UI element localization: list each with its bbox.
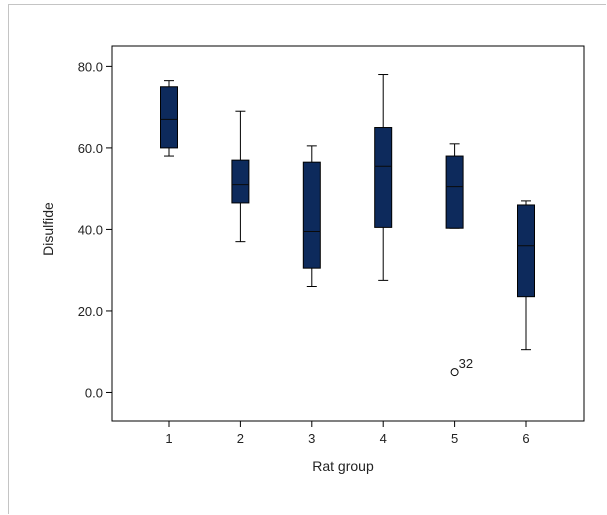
y-tick-label: 40.0 [78, 222, 103, 237]
box-group-1 [160, 80, 178, 157]
y-tick-label: 60.0 [78, 141, 103, 156]
y-axis: 0.0 20.0 40.0 60.0 80.0 [78, 59, 112, 400]
box-group-2 [231, 110, 250, 243]
box-group-3 [302, 145, 321, 287]
outlier-label: 32 [459, 356, 473, 371]
outlier-point [450, 368, 459, 377]
boxes [160, 74, 535, 351]
plot-area [111, 45, 585, 422]
y-axis-title: Disulfide [40, 202, 56, 256]
outliers: 32 [450, 356, 473, 377]
figure-frame [8, 4, 606, 514]
box [445, 155, 464, 229]
box [160, 86, 178, 149]
x-tick-label: 3 [308, 431, 315, 446]
box-group-6 [517, 200, 535, 351]
x-tick-label: 1 [165, 431, 172, 446]
box [231, 159, 250, 204]
x-axis: 1 2 3 4 5 6 [165, 421, 530, 446]
x-axis-title: Rat group [312, 458, 374, 474]
x-tick-label: 5 [451, 431, 458, 446]
box-group-5 [445, 143, 464, 229]
box-group-4 [374, 74, 393, 281]
box [517, 204, 535, 298]
x-tick-label: 6 [522, 431, 529, 446]
y-tick-label: 0.0 [85, 385, 103, 400]
x-tick-label: 2 [237, 431, 244, 446]
y-tick-label: 20.0 [78, 304, 103, 319]
box [302, 161, 321, 269]
y-tick-label: 80.0 [78, 59, 103, 74]
x-tick-label: 4 [380, 431, 387, 446]
box [374, 127, 393, 228]
